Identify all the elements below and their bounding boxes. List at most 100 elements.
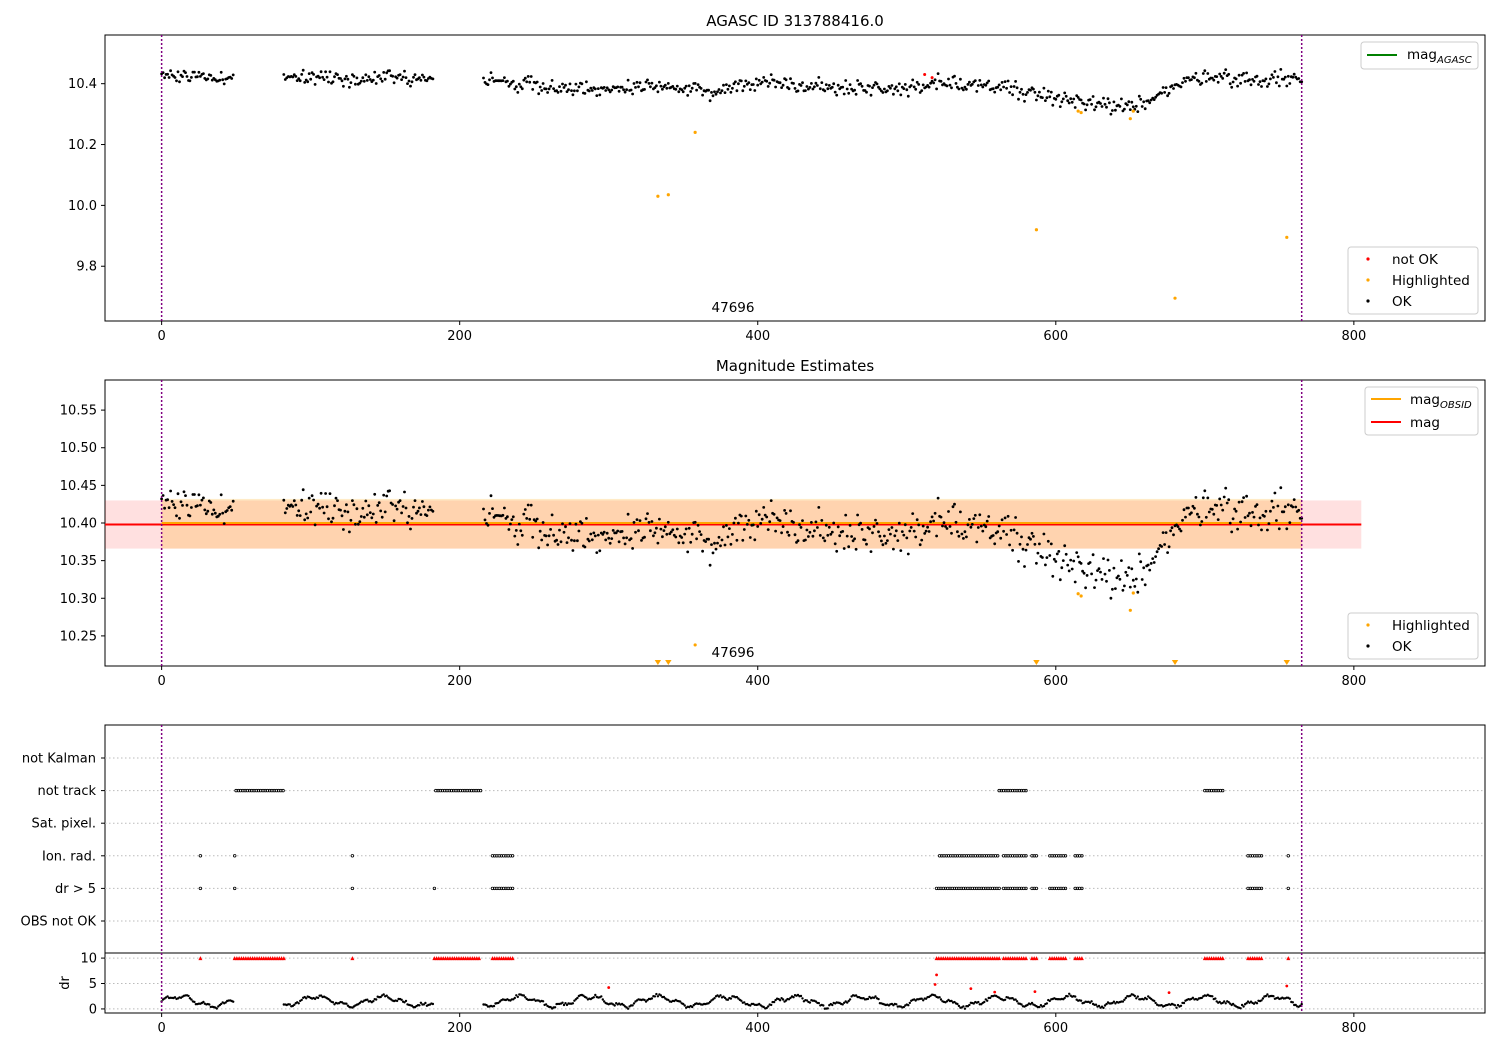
ok-point	[912, 529, 916, 533]
ok-point	[1146, 563, 1150, 567]
ok-point	[422, 75, 426, 79]
ok-point	[1008, 91, 1011, 94]
ok-point	[339, 508, 342, 512]
ok-point	[930, 515, 934, 519]
ok-point	[590, 89, 594, 92]
ok-point	[666, 520, 670, 524]
ok-point	[322, 511, 326, 515]
flag-row-label: Ion. rad.	[42, 849, 96, 864]
ok-point	[1252, 79, 1256, 83]
ok-point	[412, 75, 415, 79]
ok-point	[631, 547, 634, 550]
ok-point	[1172, 533, 1175, 537]
ok-point	[1170, 526, 1174, 530]
ok-point	[1003, 516, 1007, 520]
ok-point	[1070, 100, 1074, 104]
dr-ok-point	[202, 1000, 205, 1004]
ok-point	[1196, 512, 1199, 516]
ok-point	[562, 86, 566, 89]
ok-point	[1266, 85, 1269, 88]
ok-point	[1149, 98, 1153, 102]
flag-point	[474, 788, 478, 793]
ok-point	[1035, 561, 1038, 565]
ok-point	[1216, 518, 1220, 521]
y-tick-label: 10.55	[60, 404, 97, 419]
ok-point	[950, 86, 953, 90]
ok-point	[225, 509, 229, 512]
ok-point	[1216, 80, 1220, 84]
ok-point	[689, 90, 693, 93]
ok-point	[935, 87, 938, 91]
ok-point	[1003, 80, 1007, 83]
ok-point	[927, 85, 931, 89]
ok-point	[210, 512, 214, 516]
ok-point	[623, 542, 627, 546]
ok-point	[807, 535, 810, 538]
flag-point	[997, 886, 1001, 891]
ok-point	[939, 515, 943, 519]
dr-ok-point	[1288, 997, 1292, 1000]
flag-point	[447, 788, 451, 793]
ok-point	[382, 71, 386, 74]
y-tick-label: 10.50	[60, 441, 97, 456]
ok-point	[1024, 548, 1028, 552]
ok-point	[550, 513, 554, 517]
ok-point	[1066, 99, 1070, 103]
ok-point	[1136, 110, 1140, 113]
ok-point	[1257, 83, 1260, 86]
ok-point	[804, 89, 807, 92]
ok-point	[1275, 81, 1278, 85]
ok-point	[331, 516, 335, 520]
ok-point	[407, 515, 411, 518]
legend2-highlighted-label: Highlighted	[1392, 618, 1470, 634]
ok-point	[1125, 103, 1129, 107]
ok-point	[959, 510, 962, 514]
ok-point	[589, 532, 593, 536]
ok-point	[1142, 566, 1146, 570]
ok-point	[1038, 542, 1041, 546]
ok-point	[345, 503, 348, 507]
ok-point	[1096, 569, 1099, 572]
ok-point	[1245, 71, 1248, 75]
ok-point	[656, 90, 660, 94]
ok-point	[525, 80, 529, 84]
ok-point	[753, 538, 757, 542]
ok-point	[789, 77, 792, 81]
ok-point	[929, 520, 932, 524]
ok-point	[486, 83, 490, 86]
ok-point	[359, 79, 363, 83]
ok-point	[816, 84, 819, 87]
ok-point	[385, 494, 389, 498]
flag-point	[493, 886, 497, 891]
ok-point	[649, 529, 652, 533]
ok-point	[1270, 73, 1274, 77]
dr-ok-point	[358, 1001, 361, 1005]
ok-point	[1137, 94, 1141, 98]
ok-point	[699, 533, 703, 536]
ok-point	[1199, 523, 1202, 527]
flag-point	[461, 788, 465, 793]
ok-point	[506, 79, 509, 83]
dr-ok-point	[977, 1000, 980, 1004]
dr-ok-point	[920, 997, 923, 1000]
highlighted-point	[1076, 109, 1080, 113]
dr-ok-point	[366, 998, 369, 1001]
ok-point	[981, 529, 985, 533]
dr-ok-point	[562, 1003, 566, 1007]
ok-point	[774, 529, 777, 533]
ok-point	[577, 529, 581, 533]
ok-point	[166, 72, 170, 76]
ok-point	[1002, 85, 1005, 89]
ok-point	[336, 499, 339, 502]
panel2-legend-lower: Highlighted OK	[1347, 612, 1479, 660]
ok-point	[1020, 535, 1023, 539]
ok-point	[388, 489, 391, 493]
ok-point	[580, 521, 584, 525]
dr-ok-point	[643, 998, 646, 1002]
ok-point	[1270, 499, 1274, 503]
flag-point	[478, 788, 483, 793]
y-tick-label: 10.25	[60, 629, 97, 644]
ok-point	[1269, 509, 1272, 513]
ok-point	[1070, 567, 1074, 571]
